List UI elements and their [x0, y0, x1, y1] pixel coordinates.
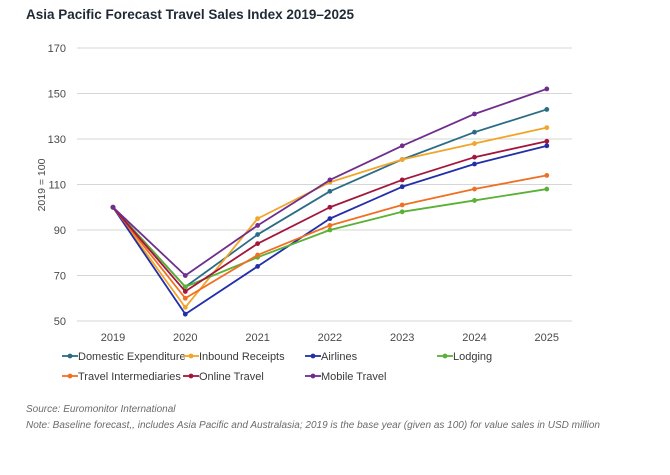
series-online-travel [110, 138, 550, 294]
x-tick-label: 2020 [173, 332, 197, 344]
legend-label: Inbound Receipts [199, 351, 285, 363]
x-tick-label: 2025 [535, 332, 559, 344]
legend-label: Domestic Expenditure [78, 351, 186, 363]
data-point [544, 125, 550, 131]
x-tick-label: 2022 [318, 332, 342, 344]
series-mobile-travel [110, 86, 550, 278]
data-point [544, 186, 550, 192]
data-point [182, 289, 188, 294]
x-tick-label: 2019 [101, 332, 125, 344]
x-tick-label: 2021 [245, 332, 269, 344]
legend-item: Inbound Receipts [183, 351, 285, 363]
legend-label: Travel Intermediaries [78, 371, 181, 383]
y-tick-label: 130 [48, 134, 66, 146]
data-point [399, 177, 405, 183]
data-point [110, 204, 116, 210]
data-point [544, 86, 550, 92]
y-tick-label: 150 [48, 89, 66, 101]
legend-marker [310, 353, 316, 359]
data-point [472, 141, 477, 146]
y-tick-label: 90 [54, 225, 66, 237]
legend-item: Domestic Expenditure [62, 351, 186, 363]
data-point [472, 111, 477, 117]
data-point [255, 241, 260, 247]
legend-marker [442, 353, 448, 359]
legend-marker [310, 373, 316, 379]
data-point [182, 295, 188, 301]
data-point [472, 161, 477, 167]
data-point [399, 143, 405, 149]
series-line [112, 108, 548, 288]
data-point [399, 209, 405, 215]
data-point [472, 198, 477, 203]
data-point [544, 173, 550, 178]
data-point [327, 216, 333, 222]
y-tick-label: 70 [54, 271, 66, 283]
legend-marker [188, 353, 194, 359]
data-point [327, 227, 333, 233]
series-airlines [110, 143, 550, 317]
y-tick-label: 50 [54, 316, 66, 328]
chart-title: Asia Pacific Forecast Travel Sales Index… [26, 7, 354, 22]
series-lodging [110, 186, 550, 290]
y-axis-ticks: 50 70 90 110 130 150 170 [48, 43, 66, 328]
data-point [327, 188, 333, 194]
data-point [327, 204, 333, 210]
data-point [255, 223, 260, 228]
data-point [544, 143, 550, 149]
data-point [472, 154, 477, 160]
data-point [182, 304, 188, 310]
data-point [255, 264, 260, 269]
data-point [327, 177, 333, 183]
data-point [182, 273, 188, 278]
series-travel-intermediaries [110, 173, 550, 301]
legend-marker [188, 373, 194, 379]
data-point [399, 202, 405, 208]
legend-item: Lodging [437, 351, 492, 363]
data-point [472, 129, 477, 135]
legend-label: Lodging [453, 351, 492, 363]
legend-label: Online Travel [199, 371, 264, 383]
data-point [327, 223, 333, 228]
y-tick-label: 170 [48, 43, 66, 55]
legend: Domestic Expenditure Inbound Receipts Airl… [62, 351, 492, 383]
x-axis-ticks: 2019 2020 2021 2022 2023 2024 2025 [101, 332, 559, 344]
data-point [544, 138, 550, 144]
series-lines [110, 86, 550, 317]
series-line [112, 188, 547, 288]
legend-label: Mobile Travel [321, 371, 386, 383]
y-tick-label: 110 [48, 180, 66, 192]
data-point [399, 184, 405, 190]
legend-marker [67, 353, 73, 359]
data-point [399, 157, 405, 162]
legend-marker [67, 373, 73, 379]
x-tick-label: 2024 [462, 332, 486, 344]
data-point [182, 311, 188, 317]
legend-item: Travel Intermediaries [62, 371, 181, 383]
data-point [472, 186, 477, 192]
x-tick-label: 2023 [390, 332, 414, 344]
data-point [544, 107, 550, 112]
legend-item: Mobile Travel [305, 371, 386, 383]
data-point [255, 232, 260, 237]
legend-item: Airlines [305, 351, 358, 363]
y-axis-label: 2019 = 100 [36, 158, 48, 211]
legend-item: Online Travel [183, 371, 264, 383]
baseline-note: Note: Baseline forecast,, includes Asia … [26, 420, 600, 431]
data-point [182, 284, 188, 290]
data-point [255, 252, 260, 258]
legend-label: Airlines [321, 351, 358, 363]
source-note: Source: Euromonitor International [26, 404, 176, 415]
data-point [255, 216, 260, 222]
